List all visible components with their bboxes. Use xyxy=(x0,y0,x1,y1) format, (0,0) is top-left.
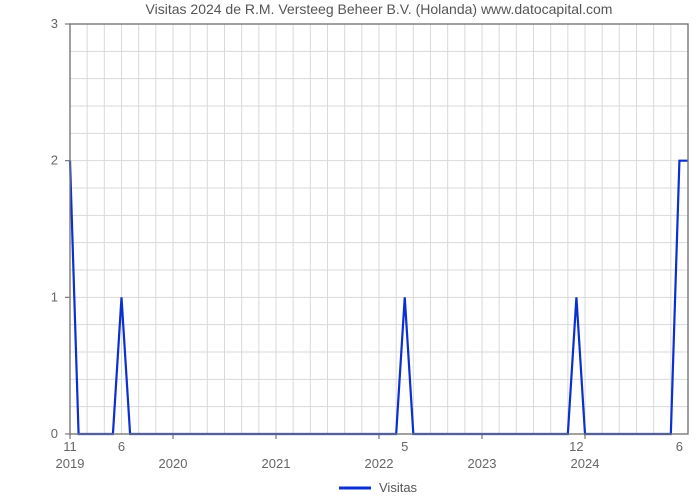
y-tick-label: 0 xyxy=(51,426,58,441)
line-chart: Visitas 2024 de R.M. Versteeg Beheer B.V… xyxy=(0,0,700,500)
x-year-label: 2023 xyxy=(468,456,497,471)
x-peak-label: 6 xyxy=(676,439,683,454)
x-year-label: 2022 xyxy=(365,456,394,471)
chart-title: Visitas 2024 de R.M. Versteeg Beheer B.V… xyxy=(146,1,613,17)
grid-vertical xyxy=(70,24,688,434)
x-peak-label: 5 xyxy=(401,439,408,454)
x-peak-label: 11 xyxy=(63,439,77,454)
x-year-label: 2020 xyxy=(159,456,188,471)
y-tick-label: 1 xyxy=(51,289,58,304)
x-peak-label: 12 xyxy=(569,439,583,454)
x-year-label: 2019 xyxy=(56,456,85,471)
x-peak-label: 6 xyxy=(118,439,125,454)
y-tick-label: 2 xyxy=(51,153,58,168)
legend-label: Visitas xyxy=(379,480,418,495)
chart-container: Visitas 2024 de R.M. Versteeg Beheer B.V… xyxy=(0,0,700,500)
y-tick-label: 3 xyxy=(51,16,58,31)
x-year-label: 2024 xyxy=(571,456,600,471)
x-year-label: 2021 xyxy=(262,456,291,471)
